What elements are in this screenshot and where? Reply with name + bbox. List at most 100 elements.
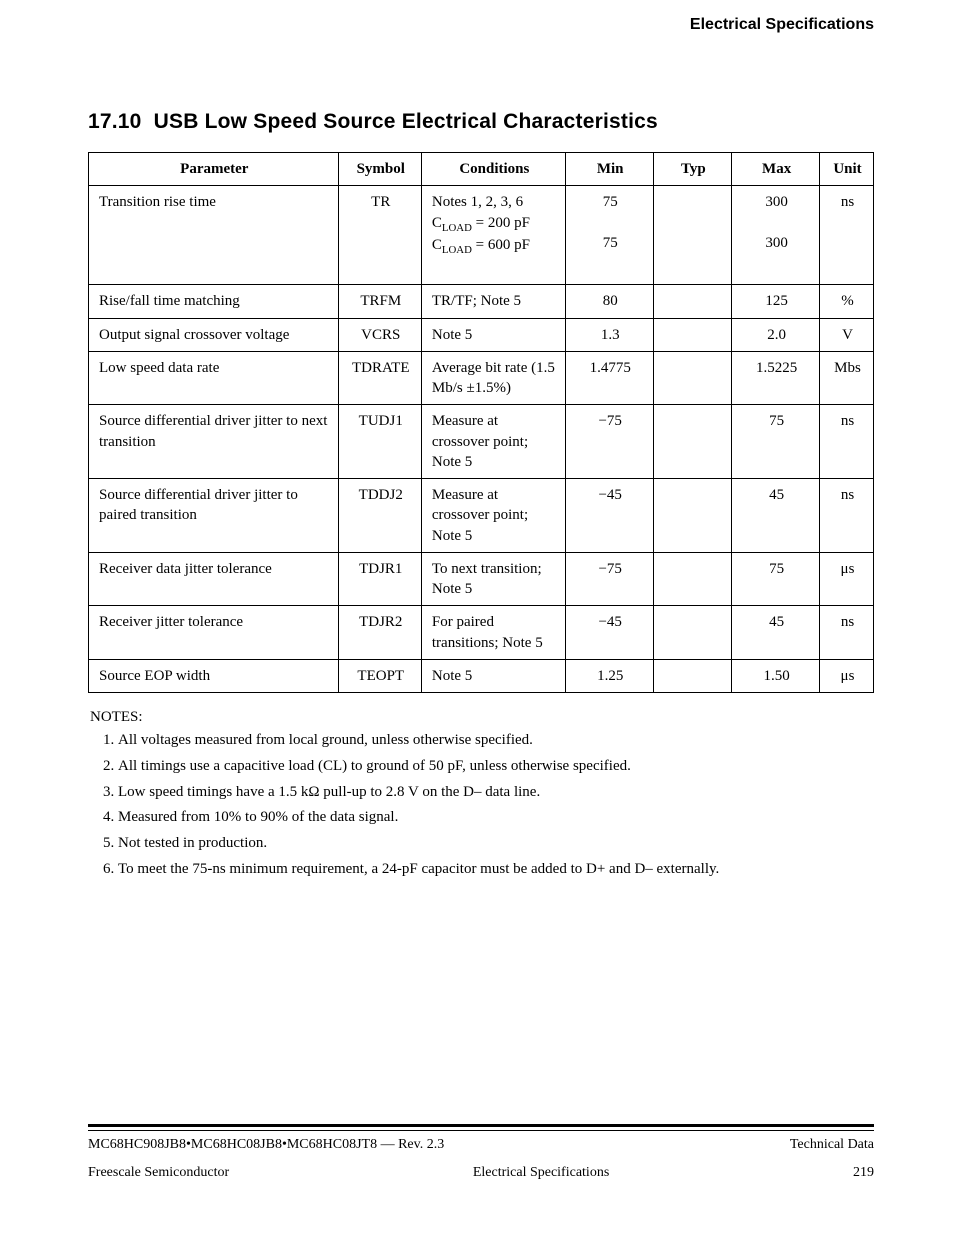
notes-label: NOTES:: [90, 709, 874, 726]
notes-list: All voltages measured from local ground,…: [90, 730, 874, 881]
cell-symbol: TRFM: [338, 285, 421, 318]
cell-max: 1.50: [732, 659, 820, 692]
cell-unit: ns: [819, 186, 873, 285]
cell-max: 300 300: [732, 186, 820, 285]
table-header-row: Parameter Symbol Conditions Min Typ Max …: [89, 153, 874, 186]
cell-min: −45: [565, 479, 653, 553]
cell-min: 80: [565, 285, 653, 318]
footer-line-1: MC68HC908JB8•MC68HC08JB8•MC68HC08JT8 — R…: [88, 1137, 874, 1153]
cell-max: 75: [732, 552, 820, 606]
footer-line-2: Freescale Semiconductor Electrical Speci…: [88, 1165, 874, 1181]
cell-max: 1.5225: [732, 351, 820, 405]
table-body: Transition rise timeTRNotes 1, 2, 3, 6 C…: [89, 186, 874, 693]
page: Electrical Specifications 17.10 USB Low …: [0, 0, 954, 1235]
cell-max: 45: [732, 606, 820, 660]
cell-unit: Mbs: [819, 351, 873, 405]
col-typ: Typ: [653, 153, 732, 186]
table-row: Low speed data rateTDRATEAverage bit rat…: [89, 351, 874, 405]
spec-table: Parameter Symbol Conditions Min Typ Max …: [88, 152, 874, 693]
cell-min: 1.4775: [565, 351, 653, 405]
cell-min: −45: [565, 606, 653, 660]
cell-unit: μs: [819, 552, 873, 606]
cell-unit: %: [819, 285, 873, 318]
col-conditions: Conditions: [421, 153, 565, 186]
footer-mid-left: Freescale Semiconductor: [88, 1165, 229, 1181]
cell-parameter: Output signal crossover voltage: [89, 318, 339, 351]
notes-block: NOTES: All voltages measured from local …: [90, 709, 874, 881]
section-number: 17.10: [88, 110, 142, 133]
col-symbol: Symbol: [338, 153, 421, 186]
col-max: Max: [732, 153, 820, 186]
cell-symbol: VCRS: [338, 318, 421, 351]
footer-page-no: 219: [853, 1165, 874, 1181]
cell-parameter: Transition rise time: [89, 186, 339, 285]
cell-parameter: Receiver data jitter tolerance: [89, 552, 339, 606]
footer-right: Technical Data: [790, 1137, 874, 1153]
table-row: Source differential driver jitter to pai…: [89, 479, 874, 553]
col-min: Min: [565, 153, 653, 186]
cell-symbol: TR: [338, 186, 421, 285]
running-header-text: Electrical Specifications: [690, 16, 874, 33]
cell-conditions: Measure at crossover point; Note 5: [421, 479, 565, 553]
cell-conditions: Note 5: [421, 659, 565, 692]
cell-typ: [653, 552, 732, 606]
cell-conditions: To next transition; Note 5: [421, 552, 565, 606]
cell-typ: [653, 351, 732, 405]
cell-symbol: TDDJ2: [338, 479, 421, 553]
cell-unit: V: [819, 318, 873, 351]
cell-min: −75: [565, 552, 653, 606]
cell-conditions: TR/TF; Note 5: [421, 285, 565, 318]
cell-max: 2.0: [732, 318, 820, 351]
table-row: Transition rise timeTRNotes 1, 2, 3, 6 C…: [89, 186, 874, 285]
cell-parameter: Source differential driver jitter to pai…: [89, 479, 339, 553]
section-heading: 17.10 USB Low Speed Source Electrical Ch…: [88, 110, 874, 134]
note-item: To meet the 75-ns minimum requirement, a…: [118, 859, 874, 881]
table-row: Receiver data jitter toleranceTDJR1To ne…: [89, 552, 874, 606]
running-header: Electrical Specifications: [88, 16, 874, 34]
footer-left: MC68HC908JB8•MC68HC08JB8•MC68HC08JT8 — R…: [88, 1137, 444, 1153]
cell-min: −75: [565, 405, 653, 479]
cell-min: 75 75: [565, 186, 653, 285]
table-row: Source EOP widthTEOPTNote 51.25 1.50μs: [89, 659, 874, 692]
table-head: Parameter Symbol Conditions Min Typ Max …: [89, 153, 874, 186]
cell-parameter: Source differential driver jitter to nex…: [89, 405, 339, 479]
cell-parameter: Rise/fall time matching: [89, 285, 339, 318]
cell-typ: [653, 606, 732, 660]
cell-typ: [653, 285, 732, 318]
cell-symbol: TDJR2: [338, 606, 421, 660]
cell-symbol: TDRATE: [338, 351, 421, 405]
cell-conditions: Measure at crossover point; Note 5: [421, 405, 565, 479]
footer-rule: [88, 1124, 874, 1131]
cell-conditions: Note 5: [421, 318, 565, 351]
note-item: All voltages measured from local ground,…: [118, 730, 874, 752]
cell-max: 75: [732, 405, 820, 479]
page-footer: MC68HC908JB8•MC68HC08JB8•MC68HC08JT8 — R…: [88, 1124, 874, 1181]
cell-unit: ns: [819, 606, 873, 660]
cell-unit: ns: [819, 405, 873, 479]
col-parameter: Parameter: [89, 153, 339, 186]
cell-conditions: Notes 1, 2, 3, 6 CLOAD = 200 pF CLOAD = …: [421, 186, 565, 285]
note-item: All timings use a capacitive load (CL) t…: [118, 756, 874, 778]
footer-center: Electrical Specifications: [229, 1165, 853, 1181]
cell-symbol: TEOPT: [338, 659, 421, 692]
cell-parameter: Low speed data rate: [89, 351, 339, 405]
cell-max: 125: [732, 285, 820, 318]
cell-min: 1.25: [565, 659, 653, 692]
col-unit: Unit: [819, 153, 873, 186]
cell-conditions: For paired transitions; Note 5: [421, 606, 565, 660]
cell-typ: [653, 479, 732, 553]
cell-unit: μs: [819, 659, 873, 692]
note-item: Measured from 10% to 90% of the data sig…: [118, 807, 874, 829]
cell-typ: [653, 405, 732, 479]
cell-max: 45: [732, 479, 820, 553]
cell-conditions: Average bit rate (1.5 Mb/s ±1.5%): [421, 351, 565, 405]
cell-parameter: Receiver jitter tolerance: [89, 606, 339, 660]
table-row: Source differential driver jitter to nex…: [89, 405, 874, 479]
section-title-text: USB Low Speed Source Electrical Characte…: [154, 110, 658, 133]
cell-typ: [653, 659, 732, 692]
note-item: Low speed timings have a 1.5 kΩ pull-up …: [118, 782, 874, 804]
cell-unit: ns: [819, 479, 873, 553]
cell-typ: [653, 318, 732, 351]
table-row: Output signal crossover voltageVCRSNote …: [89, 318, 874, 351]
cell-parameter: Source EOP width: [89, 659, 339, 692]
